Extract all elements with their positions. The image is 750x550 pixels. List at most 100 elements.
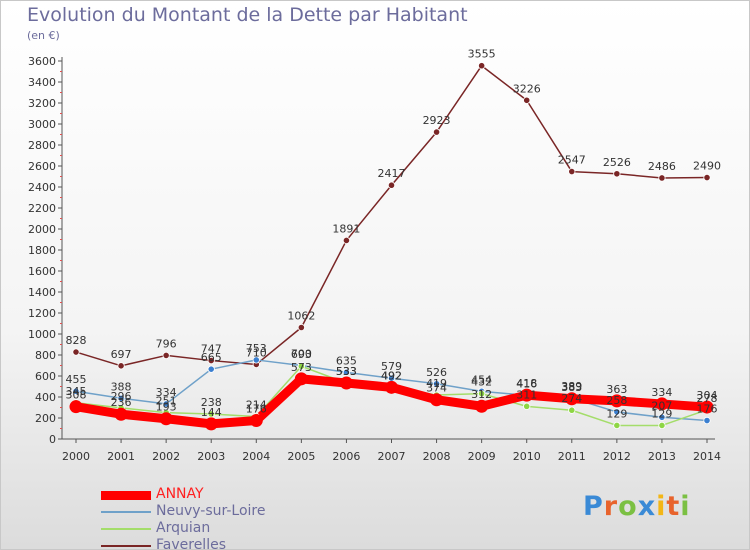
data-point xyxy=(703,416,711,425)
data-point xyxy=(385,380,398,394)
y-tick-label: 600 xyxy=(35,370,56,383)
data-label: 334 xyxy=(651,386,672,399)
y-tick-label: 2600 xyxy=(28,160,56,173)
data-point xyxy=(658,413,666,421)
data-label: 455 xyxy=(66,373,87,386)
data-point xyxy=(655,397,669,411)
data-label: 274 xyxy=(561,392,582,405)
data-label: 579 xyxy=(381,360,402,373)
y-tick-label: 2200 xyxy=(28,202,56,215)
data-label: 492 xyxy=(381,369,402,382)
data-point xyxy=(568,167,576,176)
data-point xyxy=(478,390,486,398)
data-point xyxy=(72,387,80,395)
x-tick-label: 2008 xyxy=(423,450,451,463)
data-point xyxy=(72,348,80,356)
data-point xyxy=(613,421,621,430)
data-point xyxy=(342,368,351,376)
y-tick-label: 3200 xyxy=(28,97,56,110)
data-label: 129 xyxy=(651,407,672,420)
x-tick-label: 2000 xyxy=(62,450,90,463)
data-label: 374 xyxy=(426,382,447,395)
data-point xyxy=(207,365,215,373)
data-label: 312 xyxy=(471,388,492,401)
y-tick-label: 3400 xyxy=(28,76,56,89)
data-label: 278 xyxy=(697,392,718,405)
x-tick-label: 2006 xyxy=(332,450,360,463)
data-label: 2490 xyxy=(693,160,721,173)
data-label: 2486 xyxy=(648,160,676,173)
data-label: 251 xyxy=(156,395,177,408)
data-label: 418 xyxy=(516,377,537,390)
data-label: 492 xyxy=(381,369,402,382)
data-label: 796 xyxy=(156,337,177,350)
data-point xyxy=(658,421,666,430)
data-label: 129 xyxy=(606,407,627,420)
data-point xyxy=(297,362,305,370)
data-label: 345 xyxy=(66,385,87,398)
data-label: 747 xyxy=(201,343,222,356)
y-tick-label: 800 xyxy=(35,349,56,362)
legend-swatch xyxy=(101,490,151,500)
data-label: 238 xyxy=(201,396,222,409)
data-label: 3226 xyxy=(513,82,541,95)
y-tick-label: 2400 xyxy=(28,181,56,194)
data-label: 176 xyxy=(697,403,718,416)
data-label: 419 xyxy=(426,377,447,390)
data-label: 710 xyxy=(246,346,267,359)
x-tick-label: 2004 xyxy=(242,450,270,463)
y-tick-label: 400 xyxy=(35,391,56,404)
legend-label: ANNAY xyxy=(156,486,204,502)
data-label: 389 xyxy=(561,380,582,393)
data-label: 304 xyxy=(697,389,718,402)
legend-label: Arquian xyxy=(156,520,211,536)
data-point xyxy=(339,376,353,390)
data-point xyxy=(432,380,441,388)
data-point xyxy=(568,406,576,414)
data-point xyxy=(432,128,441,136)
data-label: 3555 xyxy=(468,48,496,61)
data-label: 665 xyxy=(201,351,222,364)
data-label: 2547 xyxy=(558,154,586,167)
data-point xyxy=(294,372,308,386)
y-tick-label: 1800 xyxy=(28,244,56,257)
chart-title: Evolution du Montant de la Dette par Hab… xyxy=(27,4,468,26)
data-label: 2923 xyxy=(423,114,451,127)
x-tick-label: 2007 xyxy=(378,450,406,463)
data-label: 697 xyxy=(111,348,132,361)
data-point xyxy=(565,392,579,406)
x-tick-label: 2012 xyxy=(603,450,631,463)
x-tick-label: 2013 xyxy=(648,450,676,463)
data-label: 693 xyxy=(291,348,312,361)
data-label: 416 xyxy=(516,377,537,390)
data-point xyxy=(475,399,489,413)
data-point xyxy=(523,402,531,410)
data-label: 526 xyxy=(426,366,447,379)
chart-unit: (en €) xyxy=(27,29,60,42)
y-tick-label: 1000 xyxy=(28,328,56,341)
data-label: 236 xyxy=(111,396,132,409)
data-label: 296 xyxy=(111,390,132,403)
data-point xyxy=(117,394,125,402)
data-point xyxy=(520,388,534,402)
legend-label: Neuvy-sur-Loire xyxy=(156,503,266,519)
data-label: 207 xyxy=(651,399,672,412)
data-point xyxy=(478,62,486,70)
legend-swatch xyxy=(101,511,151,513)
legend-label: Faverelles xyxy=(156,537,226,550)
x-tick-label: 2009 xyxy=(468,450,496,463)
data-label: 363 xyxy=(606,383,627,396)
x-tick-label: 2003 xyxy=(197,450,225,463)
data-point xyxy=(159,412,173,426)
data-label: 432 xyxy=(471,376,492,389)
data-label: 1891 xyxy=(332,222,360,235)
x-tick-label: 2010 xyxy=(513,450,541,463)
y-tick-label: 3000 xyxy=(28,118,56,131)
data-label: 454 xyxy=(471,373,492,386)
data-label: 388 xyxy=(111,380,132,393)
x-tick-label: 2005 xyxy=(287,450,315,463)
data-point xyxy=(658,174,666,182)
data-point xyxy=(613,408,621,416)
data-point xyxy=(207,410,215,418)
